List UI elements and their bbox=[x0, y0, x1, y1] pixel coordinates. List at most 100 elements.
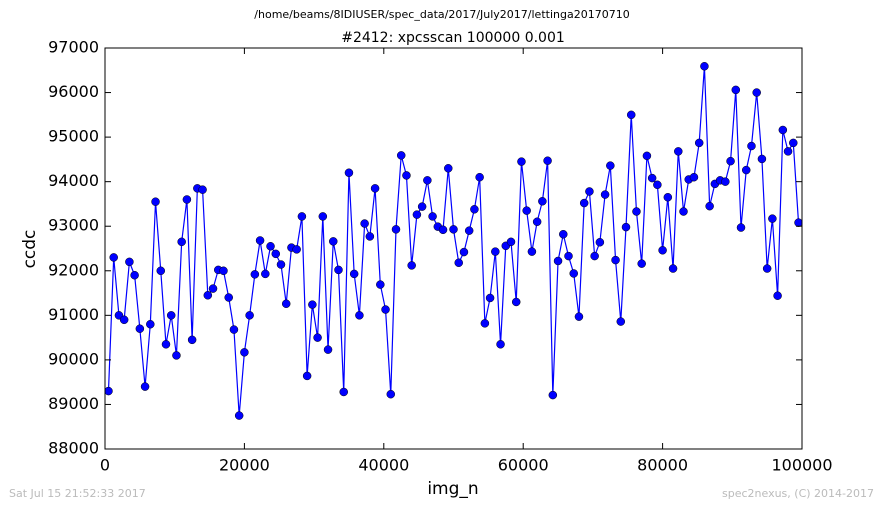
marker bbox=[741, 165, 751, 175]
marker bbox=[381, 305, 390, 314]
marker bbox=[747, 141, 756, 151]
marker bbox=[475, 172, 484, 182]
marker bbox=[658, 246, 667, 255]
marker bbox=[632, 207, 641, 216]
marker bbox=[386, 389, 396, 399]
marker bbox=[146, 319, 155, 329]
marker bbox=[391, 225, 401, 234]
marker bbox=[752, 88, 761, 97]
plot-area bbox=[105, 62, 802, 420]
y-tick-label: 88000 bbox=[48, 439, 99, 458]
marker bbox=[365, 232, 375, 241]
y-tick-label: 97000 bbox=[48, 38, 99, 57]
marker bbox=[125, 257, 134, 267]
marker bbox=[281, 299, 291, 308]
marker bbox=[606, 161, 615, 170]
marker bbox=[261, 269, 270, 279]
marker bbox=[564, 251, 573, 261]
marker bbox=[219, 266, 228, 276]
marker bbox=[119, 315, 129, 325]
marker bbox=[579, 198, 589, 208]
x-tick-label: 20000 bbox=[219, 456, 270, 475]
marker bbox=[187, 335, 197, 345]
marker bbox=[329, 237, 338, 246]
marker bbox=[266, 242, 275, 251]
marker bbox=[105, 386, 113, 396]
marker bbox=[349, 269, 359, 279]
x-tick-label: 80000 bbox=[637, 456, 688, 475]
marker bbox=[308, 300, 317, 309]
marker bbox=[574, 312, 584, 321]
marker bbox=[794, 218, 802, 227]
marker bbox=[255, 236, 265, 245]
y-tick-label: 94000 bbox=[48, 171, 99, 190]
marker bbox=[621, 222, 631, 232]
y-tick-label: 90000 bbox=[48, 349, 99, 368]
y-tick-label: 89000 bbox=[48, 394, 99, 413]
marker bbox=[172, 351, 181, 360]
marker bbox=[297, 212, 307, 221]
marker bbox=[396, 151, 406, 160]
marker bbox=[538, 197, 547, 206]
footer-right: spec2nexus, (C) 2014-2017 bbox=[722, 487, 874, 500]
marker bbox=[376, 280, 385, 289]
marker bbox=[637, 259, 646, 268]
marker bbox=[726, 156, 735, 166]
marker bbox=[647, 173, 657, 183]
footer-left: Sat Jul 15 21:52:33 2017 bbox=[9, 487, 146, 500]
marker bbox=[517, 157, 526, 166]
marker bbox=[130, 270, 139, 280]
marker bbox=[423, 176, 432, 185]
marker bbox=[464, 226, 474, 235]
marker bbox=[626, 110, 636, 120]
marker bbox=[789, 138, 798, 148]
marker bbox=[768, 214, 777, 223]
marker bbox=[203, 291, 213, 300]
marker bbox=[553, 256, 563, 266]
marker bbox=[444, 164, 453, 173]
marker bbox=[245, 311, 254, 320]
marker bbox=[166, 311, 176, 320]
marker bbox=[543, 156, 552, 165]
marker bbox=[208, 284, 218, 293]
marker bbox=[590, 251, 599, 261]
marker bbox=[762, 264, 772, 273]
marker bbox=[653, 180, 662, 190]
x-axis-label: img_n bbox=[427, 479, 478, 499]
marker bbox=[313, 333, 322, 342]
y-tick-label: 95000 bbox=[48, 127, 99, 146]
marker bbox=[292, 245, 301, 254]
plot-frame bbox=[104, 47, 803, 450]
marker bbox=[276, 260, 286, 269]
marker bbox=[491, 247, 500, 256]
marker bbox=[694, 138, 704, 148]
marker bbox=[459, 247, 469, 257]
marker bbox=[736, 223, 746, 232]
marker bbox=[569, 269, 578, 278]
marker bbox=[511, 297, 521, 307]
y-tick-label: 93000 bbox=[48, 216, 99, 235]
x-tick-label: 100000 bbox=[771, 456, 832, 475]
y-tick-label: 91000 bbox=[48, 305, 99, 324]
x-tick-label: 0 bbox=[100, 456, 110, 475]
marker bbox=[527, 247, 537, 256]
marker bbox=[611, 255, 620, 265]
marker bbox=[532, 217, 542, 227]
marker bbox=[323, 345, 333, 354]
y-axis-label: ccdc bbox=[20, 230, 40, 269]
marker bbox=[302, 371, 312, 381]
marker bbox=[506, 237, 516, 247]
chart-subtitle: #2412: xpcsscan 100000 0.001 bbox=[341, 30, 565, 46]
marker bbox=[663, 193, 673, 202]
marker bbox=[689, 172, 699, 182]
marker bbox=[334, 265, 343, 275]
marker bbox=[600, 190, 610, 199]
marker bbox=[229, 325, 239, 334]
marker bbox=[700, 62, 709, 71]
marker bbox=[156, 266, 166, 276]
marker bbox=[585, 187, 594, 196]
y-tick-label: 96000 bbox=[48, 82, 99, 101]
marker bbox=[679, 207, 688, 216]
